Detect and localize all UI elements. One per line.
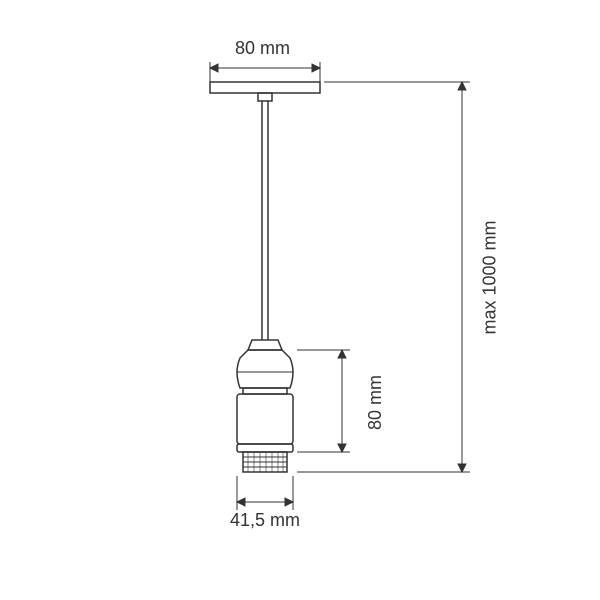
label-total-height: max 1000 mm [480, 220, 501, 334]
cord [262, 101, 268, 340]
label-socket-height: 80 mm [365, 375, 386, 430]
socket-body [237, 340, 293, 472]
dim-canopy-width [210, 62, 320, 82]
label-canopy-width: 80 mm [235, 38, 290, 59]
dim-socket-height [297, 350, 350, 452]
diagram-canvas: 80 mm 41,5 mm 80 mm max 1000 mm [0, 0, 600, 600]
label-socket-width: 41,5 mm [230, 510, 300, 531]
dim-socket-width [237, 476, 293, 510]
canopy [210, 82, 320, 101]
socket-thread [243, 452, 287, 472]
